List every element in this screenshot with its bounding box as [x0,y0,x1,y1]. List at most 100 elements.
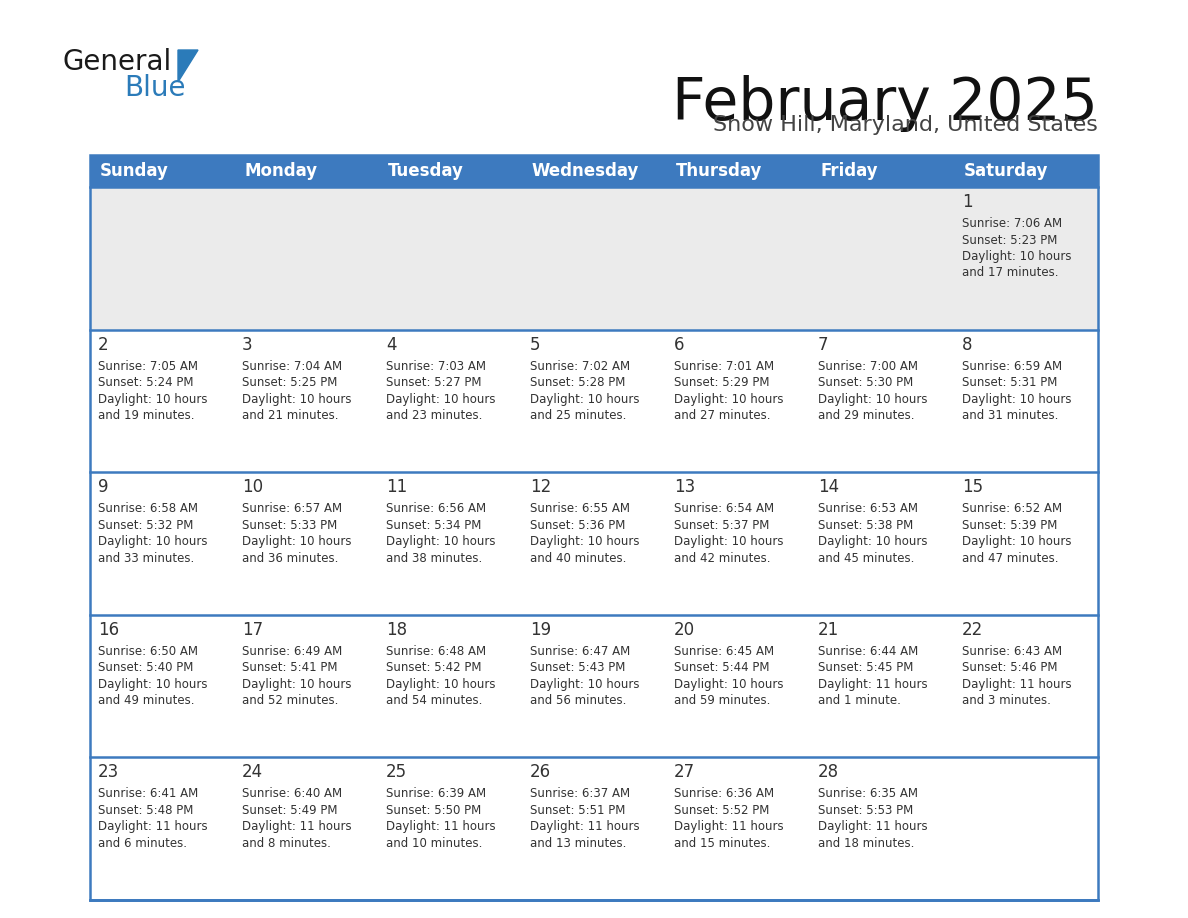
Text: Sunrise: 6:48 AM: Sunrise: 6:48 AM [386,644,486,658]
Text: Saturday: Saturday [963,162,1049,180]
Text: Tuesday: Tuesday [388,162,463,180]
Text: Sunrise: 7:02 AM: Sunrise: 7:02 AM [530,360,630,373]
Text: Sunset: 5:30 PM: Sunset: 5:30 PM [819,376,914,389]
Bar [90,330,1098,472]
Text: 4: 4 [386,336,397,353]
Text: Sunrise: 6:58 AM: Sunrise: 6:58 AM [97,502,198,515]
Text: Sunrise: 6:49 AM: Sunrise: 6:49 AM [242,644,342,658]
Text: Sunrise: 6:44 AM: Sunrise: 6:44 AM [819,644,918,658]
Text: Sunset: 5:32 PM: Sunset: 5:32 PM [97,519,194,532]
Text: Sunset: 5:38 PM: Sunset: 5:38 PM [819,519,914,532]
Text: Sunrise: 6:56 AM: Sunrise: 6:56 AM [386,502,486,515]
Text: Sunset: 5:50 PM: Sunset: 5:50 PM [386,804,481,817]
Text: Sunset: 5:29 PM: Sunset: 5:29 PM [674,376,770,389]
Text: Daylight: 10 hours
and 49 minutes.: Daylight: 10 hours and 49 minutes. [97,677,208,707]
Text: Monday: Monday [244,162,317,180]
Text: Daylight: 10 hours
and 27 minutes.: Daylight: 10 hours and 27 minutes. [674,393,784,422]
Text: Daylight: 11 hours
and 1 minute.: Daylight: 11 hours and 1 minute. [819,677,928,707]
Text: Sunset: 5:51 PM: Sunset: 5:51 PM [530,804,625,817]
Text: Sunrise: 6:59 AM: Sunrise: 6:59 AM [962,360,1062,373]
Text: Sunrise: 6:45 AM: Sunrise: 6:45 AM [674,644,775,658]
Text: Sunday: Sunday [100,162,169,180]
Text: Sunset: 5:41 PM: Sunset: 5:41 PM [242,661,337,675]
Text: Sunset: 5:42 PM: Sunset: 5:42 PM [386,661,481,675]
Text: Daylight: 10 hours
and 36 minutes.: Daylight: 10 hours and 36 minutes. [242,535,352,565]
Text: Sunset: 5:28 PM: Sunset: 5:28 PM [530,376,625,389]
Text: Daylight: 10 hours
and 54 minutes.: Daylight: 10 hours and 54 minutes. [386,677,495,707]
Text: 28: 28 [819,764,839,781]
Text: 11: 11 [386,478,407,497]
Text: Daylight: 10 hours
and 45 minutes.: Daylight: 10 hours and 45 minutes. [819,535,928,565]
Text: 18: 18 [386,621,407,639]
Text: 17: 17 [242,621,263,639]
Text: Daylight: 11 hours
and 3 minutes.: Daylight: 11 hours and 3 minutes. [962,677,1072,707]
Text: Wednesday: Wednesday [532,162,639,180]
Text: 13: 13 [674,478,695,497]
Text: 12: 12 [530,478,551,497]
Text: 3: 3 [242,336,253,353]
Text: Sunset: 5:40 PM: Sunset: 5:40 PM [97,661,194,675]
Text: 25: 25 [386,764,407,781]
Text: Sunset: 5:44 PM: Sunset: 5:44 PM [674,661,770,675]
Text: 1: 1 [962,193,973,211]
Text: Daylight: 10 hours
and 23 minutes.: Daylight: 10 hours and 23 minutes. [386,393,495,422]
Text: Daylight: 10 hours
and 42 minutes.: Daylight: 10 hours and 42 minutes. [674,535,784,565]
Text: Sunset: 5:37 PM: Sunset: 5:37 PM [674,519,770,532]
Text: Sunset: 5:53 PM: Sunset: 5:53 PM [819,804,914,817]
Text: Sunset: 5:31 PM: Sunset: 5:31 PM [962,376,1057,389]
Text: Daylight: 10 hours
and 33 minutes.: Daylight: 10 hours and 33 minutes. [97,535,208,565]
Text: Daylight: 11 hours
and 13 minutes.: Daylight: 11 hours and 13 minutes. [530,821,639,850]
Text: 9: 9 [97,478,108,497]
Text: 16: 16 [97,621,119,639]
Text: Sunset: 5:45 PM: Sunset: 5:45 PM [819,661,914,675]
Text: Sunset: 5:27 PM: Sunset: 5:27 PM [386,376,481,389]
Text: Daylight: 10 hours
and 56 minutes.: Daylight: 10 hours and 56 minutes. [530,677,639,707]
Bar [90,155,1098,187]
Text: Sunrise: 6:41 AM: Sunrise: 6:41 AM [97,788,198,800]
Text: Daylight: 10 hours
and 29 minutes.: Daylight: 10 hours and 29 minutes. [819,393,928,422]
Text: Sunrise: 6:43 AM: Sunrise: 6:43 AM [962,644,1062,658]
Bar [90,187,1098,330]
Text: Daylight: 11 hours
and 8 minutes.: Daylight: 11 hours and 8 minutes. [242,821,352,850]
Text: 10: 10 [242,478,263,497]
Text: 27: 27 [674,764,695,781]
Text: Sunset: 5:49 PM: Sunset: 5:49 PM [242,804,337,817]
Polygon shape [178,50,198,82]
Text: 14: 14 [819,478,839,497]
Text: Friday: Friday [820,162,878,180]
Text: Daylight: 11 hours
and 10 minutes.: Daylight: 11 hours and 10 minutes. [386,821,495,850]
Text: 7: 7 [819,336,828,353]
Text: 6: 6 [674,336,684,353]
Text: Snow Hill, Maryland, United States: Snow Hill, Maryland, United States [713,115,1098,135]
Text: Sunrise: 6:54 AM: Sunrise: 6:54 AM [674,502,775,515]
Text: 24: 24 [242,764,263,781]
Text: Sunset: 5:25 PM: Sunset: 5:25 PM [242,376,337,389]
Text: Sunrise: 7:04 AM: Sunrise: 7:04 AM [242,360,342,373]
Text: 15: 15 [962,478,984,497]
Text: Sunrise: 6:50 AM: Sunrise: 6:50 AM [97,644,198,658]
Text: Sunset: 5:46 PM: Sunset: 5:46 PM [962,661,1057,675]
Text: Sunrise: 7:03 AM: Sunrise: 7:03 AM [386,360,486,373]
Text: 23: 23 [97,764,119,781]
Text: Daylight: 10 hours
and 21 minutes.: Daylight: 10 hours and 21 minutes. [242,393,352,422]
Text: Daylight: 10 hours
and 52 minutes.: Daylight: 10 hours and 52 minutes. [242,677,352,707]
Text: Daylight: 11 hours
and 6 minutes.: Daylight: 11 hours and 6 minutes. [97,821,208,850]
Text: 2: 2 [97,336,108,353]
Text: Sunset: 5:34 PM: Sunset: 5:34 PM [386,519,481,532]
Text: Daylight: 10 hours
and 47 minutes.: Daylight: 10 hours and 47 minutes. [962,535,1072,565]
Text: Sunset: 5:48 PM: Sunset: 5:48 PM [97,804,194,817]
Text: February 2025: February 2025 [672,75,1098,132]
Text: Sunrise: 6:53 AM: Sunrise: 6:53 AM [819,502,918,515]
Text: Sunrise: 6:52 AM: Sunrise: 6:52 AM [962,502,1062,515]
Text: Daylight: 10 hours
and 38 minutes.: Daylight: 10 hours and 38 minutes. [386,535,495,565]
Text: Daylight: 11 hours
and 18 minutes.: Daylight: 11 hours and 18 minutes. [819,821,928,850]
Text: Sunrise: 7:05 AM: Sunrise: 7:05 AM [97,360,198,373]
Text: Sunset: 5:39 PM: Sunset: 5:39 PM [962,519,1057,532]
Text: Sunset: 5:33 PM: Sunset: 5:33 PM [242,519,337,532]
Text: Daylight: 10 hours
and 25 minutes.: Daylight: 10 hours and 25 minutes. [530,393,639,422]
Text: 26: 26 [530,764,551,781]
Text: Sunrise: 7:00 AM: Sunrise: 7:00 AM [819,360,918,373]
Text: Daylight: 11 hours
and 15 minutes.: Daylight: 11 hours and 15 minutes. [674,821,784,850]
Text: Daylight: 10 hours
and 17 minutes.: Daylight: 10 hours and 17 minutes. [962,250,1072,279]
Text: Sunset: 5:36 PM: Sunset: 5:36 PM [530,519,625,532]
